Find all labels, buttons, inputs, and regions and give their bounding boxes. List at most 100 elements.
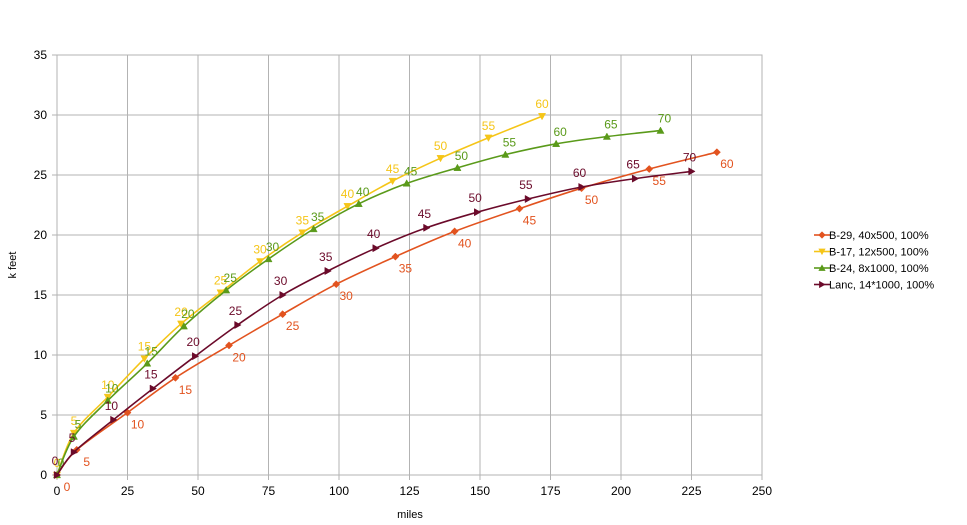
data-point	[332, 280, 341, 289]
data-label: 45	[418, 207, 432, 221]
x-tick-label: 100	[329, 484, 349, 498]
data-label: 70	[683, 150, 697, 164]
data-label: 45	[386, 162, 400, 176]
data-label: 20	[187, 335, 201, 349]
data-label: 55	[653, 174, 667, 188]
data-label: 5	[69, 431, 76, 445]
data-label: 15	[179, 383, 193, 397]
y-tick-label: 0	[40, 468, 47, 482]
legend-item: B-24, 8x1000, 100%	[814, 263, 929, 275]
x-tick-label: 200	[611, 484, 631, 498]
data-point	[388, 177, 397, 186]
data-label: 15	[145, 344, 159, 358]
x-tick-label: 50	[191, 484, 205, 498]
data-label: 50	[585, 193, 599, 207]
data-label: 50	[434, 139, 448, 153]
data-label: 40	[341, 187, 355, 201]
y-tick-label: 35	[34, 48, 48, 62]
data-label: 40	[367, 227, 381, 241]
legend-swatch-marker	[818, 264, 826, 271]
series-line	[56, 170, 692, 476]
x-tick-labels: 0 25 50 75 100 125 150 175 200 225 250	[54, 484, 773, 498]
data-label: 40	[458, 236, 472, 250]
series-line	[56, 115, 543, 476]
data-point	[149, 384, 157, 393]
x-tick-label: 25	[121, 484, 135, 498]
data-label: 30	[274, 274, 288, 288]
y-tick-label: 10	[34, 348, 48, 362]
data-point	[256, 258, 265, 266]
y-tick-label: 25	[34, 168, 48, 182]
data-label: 0	[54, 456, 61, 470]
data-label: 0	[52, 454, 59, 468]
x-tick-label: 0	[54, 484, 61, 498]
x-tick-label: 175	[540, 484, 560, 498]
data-point	[688, 167, 696, 176]
data-point	[712, 148, 721, 157]
legend-label: Lanc, 14*1000, 100%	[829, 280, 934, 292]
x-axis-title: miles	[397, 509, 423, 521]
data-label: 60	[535, 97, 549, 111]
data-point	[436, 155, 445, 163]
data-point	[474, 208, 482, 217]
data-point	[372, 244, 380, 253]
data-point	[484, 134, 493, 142]
data-label: 10	[131, 418, 145, 432]
data-label: 35	[296, 214, 310, 228]
data-label: 15	[144, 368, 158, 382]
y-tick-label: 5	[40, 408, 47, 422]
data-label: 10	[101, 378, 115, 392]
legend-item: Lanc, 14*1000, 100%	[814, 280, 934, 292]
data-label: 60	[553, 125, 567, 139]
data-point	[171, 373, 180, 382]
series-line	[56, 151, 718, 476]
data-point	[552, 139, 561, 147]
data-label: 70	[658, 112, 672, 126]
data-point	[645, 165, 654, 173]
data-point	[70, 448, 79, 457]
data-point	[234, 320, 242, 330]
data-label: 50	[469, 191, 483, 205]
y-tick-labels: 0 5 10 15 20 25 30 35	[34, 48, 48, 482]
legend-label: B-24, 8x1000, 100%	[829, 263, 929, 275]
legend-swatch-marker	[818, 231, 826, 239]
data-point	[192, 352, 200, 361]
legend-label: B-17, 12x500, 100%	[829, 247, 929, 259]
x-tick-label: 225	[681, 484, 701, 498]
data-label: 5	[75, 418, 82, 432]
data-label: 35	[399, 262, 413, 276]
data-label: 10	[105, 382, 119, 396]
data-label: 45	[404, 164, 418, 178]
data-label: 45	[523, 214, 537, 228]
y-tick-label: 30	[34, 108, 48, 122]
data-point	[538, 113, 547, 121]
data-label: 65	[604, 118, 618, 132]
data-point	[222, 286, 231, 294]
y-tick-label: 15	[34, 288, 48, 302]
data-label: 15	[138, 340, 152, 354]
data-point	[309, 224, 318, 233]
data-point	[343, 203, 352, 211]
legend-item: B-29, 40x500, 100%	[814, 230, 929, 242]
y-tick-label: 20	[34, 228, 48, 242]
data-point	[140, 355, 149, 363]
x-tick-label: 150	[470, 484, 490, 498]
data-label: 30	[266, 240, 280, 254]
series-layer: 0510152025303540455055600510152025303540…	[52, 97, 734, 494]
data-label: 20	[181, 307, 195, 321]
data-point	[53, 470, 62, 480]
legend-swatch-marker	[819, 280, 826, 289]
data-point	[631, 174, 640, 183]
data-label: 25	[214, 274, 228, 288]
data-label: 35	[319, 250, 333, 264]
data-point	[110, 415, 118, 424]
data-point	[501, 150, 510, 158]
data-point	[143, 359, 152, 367]
legend-label: B-29, 40x500, 100%	[829, 230, 929, 242]
series-line	[56, 129, 661, 476]
data-label: 55	[519, 178, 533, 192]
